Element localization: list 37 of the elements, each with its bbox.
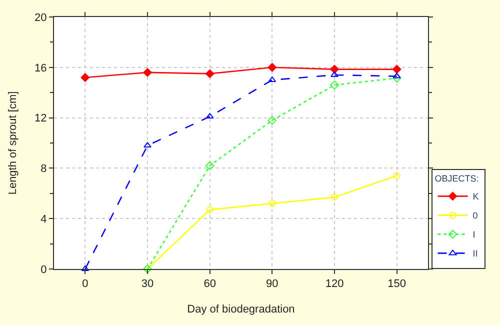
point xyxy=(392,74,402,83)
x-axis-title: Day of biodegradation xyxy=(187,303,295,316)
x-tick-label: 60 xyxy=(204,278,216,290)
point xyxy=(206,206,214,214)
point xyxy=(330,71,338,77)
point xyxy=(330,64,339,74)
point xyxy=(205,161,214,170)
y-tick-label: 8 xyxy=(40,163,47,176)
point xyxy=(143,68,152,77)
x-tick-label: 120 xyxy=(325,278,344,290)
legend-label: 0 xyxy=(472,210,478,221)
x-tick-label: 0 xyxy=(82,278,88,290)
legend-label: II xyxy=(472,248,478,259)
point xyxy=(392,64,402,74)
y-tick-label: 16 xyxy=(34,62,47,74)
y-tick-label: 4 xyxy=(40,213,47,226)
x-tick-label: 30 xyxy=(141,278,154,290)
point xyxy=(144,142,152,148)
point xyxy=(205,69,214,78)
y-tick-label: 20 xyxy=(34,12,47,24)
point xyxy=(392,72,401,78)
point xyxy=(331,194,338,201)
y-tick-label: 12 xyxy=(34,112,47,125)
y-axis-title: Length of sprout [cm] xyxy=(7,91,20,195)
point xyxy=(268,63,277,72)
y-tick-label: 0 xyxy=(40,264,47,276)
legend-title: OBJECTS: xyxy=(434,174,479,184)
legend-label: I xyxy=(472,230,476,240)
point xyxy=(393,172,400,180)
legend-label: K xyxy=(472,192,479,202)
x-tick-label: 90 xyxy=(266,278,278,290)
point xyxy=(268,200,276,207)
point xyxy=(268,116,277,125)
point xyxy=(330,80,339,90)
point xyxy=(206,113,214,119)
point xyxy=(80,73,90,82)
x-tick-label: 150 xyxy=(388,278,406,290)
